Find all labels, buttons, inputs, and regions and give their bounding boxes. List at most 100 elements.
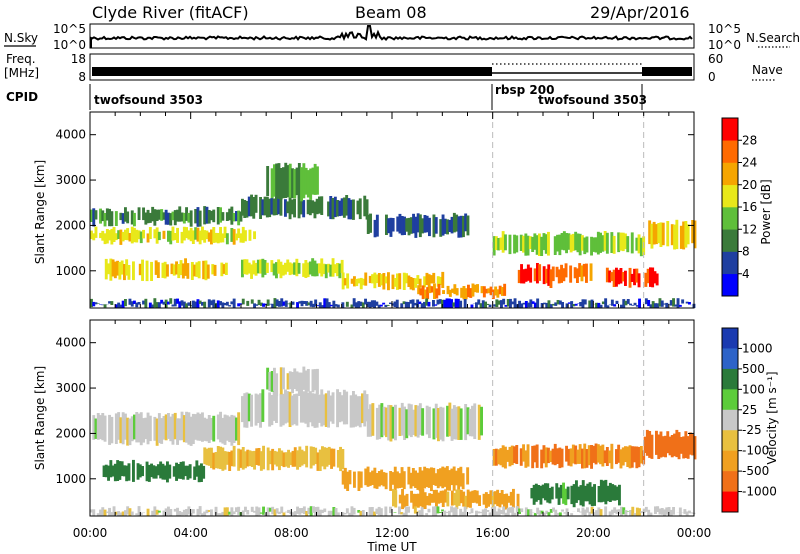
data-cell [342, 197, 346, 218]
data-cell [92, 509, 96, 516]
data-cell [532, 484, 536, 505]
data-cell [423, 466, 427, 489]
data-cell [509, 491, 513, 506]
data-cell [443, 299, 447, 308]
data-cell [92, 301, 96, 307]
data-cell [182, 509, 186, 516]
data-cell [691, 220, 695, 244]
data-cell [162, 230, 166, 239]
data-cell [348, 470, 352, 485]
data-cell [371, 274, 374, 284]
data-cell [639, 446, 643, 464]
y-tick-label: 1000 [55, 472, 86, 486]
data-cell [99, 232, 102, 239]
data-cell [407, 403, 411, 436]
data-cell [693, 220, 697, 249]
data-cell [156, 464, 160, 476]
data-cell [219, 513, 222, 516]
data-cell [146, 508, 150, 516]
data-cell [205, 418, 209, 442]
data-cell [331, 258, 335, 277]
data-cell [173, 298, 177, 307]
data-cell [253, 231, 256, 240]
data-cell [243, 200, 247, 218]
data-cell [293, 262, 296, 275]
data-cell [524, 507, 528, 516]
data-cell [313, 369, 317, 391]
data-cell [498, 285, 502, 295]
data-cell [536, 298, 540, 308]
data-cell [113, 463, 117, 482]
data-cell [468, 408, 472, 437]
data-cell [430, 286, 434, 293]
data-cell [279, 261, 283, 279]
data-cell [527, 509, 530, 516]
data-cell [635, 507, 639, 516]
data-cell [357, 301, 361, 308]
data-cell [450, 408, 454, 441]
data-cell [610, 232, 614, 253]
data-cell [644, 506, 648, 512]
data-cell [454, 470, 458, 486]
data-cell [268, 507, 272, 512]
data-cell [241, 447, 245, 470]
data-cell [273, 298, 277, 308]
data-cell [207, 415, 211, 443]
data-cell [205, 206, 209, 224]
data-cell [502, 298, 506, 305]
data-cell [352, 391, 355, 428]
data-cell [563, 512, 567, 514]
data-cell [173, 412, 177, 440]
data-cell [304, 260, 308, 278]
data-cell [556, 448, 559, 464]
data-cell [213, 264, 217, 276]
data-cell [164, 508, 168, 516]
data-cell [452, 212, 456, 233]
data-cell [253, 303, 256, 308]
data-cell [581, 448, 584, 469]
data-cell [373, 219, 377, 238]
data-cell [332, 300, 336, 308]
data-cell [154, 466, 158, 479]
data-cell [555, 483, 559, 499]
data-cell [477, 511, 481, 514]
data-cell [581, 299, 585, 308]
data-band [266, 162, 319, 202]
data-cell [306, 392, 310, 428]
data-cell [400, 467, 404, 488]
data-cell [136, 463, 140, 480]
data-cell [456, 298, 460, 308]
data-cell [414, 405, 418, 437]
data-cell [423, 301, 426, 308]
data-cell [445, 298, 449, 308]
data-cell [543, 512, 546, 516]
data-cell [306, 369, 310, 392]
data-cell [250, 506, 254, 512]
data-cell [409, 404, 413, 438]
data-cell [130, 511, 134, 515]
data-cell [124, 299, 127, 307]
data-cell [679, 225, 683, 249]
data-cell [225, 301, 229, 306]
colorbar-tick-label: 28 [742, 133, 757, 147]
data-cell [615, 486, 619, 501]
data-cell [401, 489, 404, 510]
data-cell [287, 449, 290, 468]
data-cell [677, 432, 681, 460]
data-cell [119, 212, 123, 221]
data-cell [588, 482, 592, 505]
data-cell [427, 274, 431, 289]
data-cell [336, 200, 339, 217]
data-cell [172, 264, 176, 276]
data-cell [318, 302, 322, 308]
data-cell [624, 300, 628, 306]
data-band [605, 267, 659, 288]
data-cell [284, 262, 287, 275]
data-cell [287, 303, 290, 305]
data-cell [160, 209, 164, 221]
data-cell [259, 512, 263, 514]
data-cell [232, 298, 236, 308]
data-cell [391, 406, 395, 439]
data-cell [670, 224, 674, 246]
data-cell [434, 506, 438, 516]
